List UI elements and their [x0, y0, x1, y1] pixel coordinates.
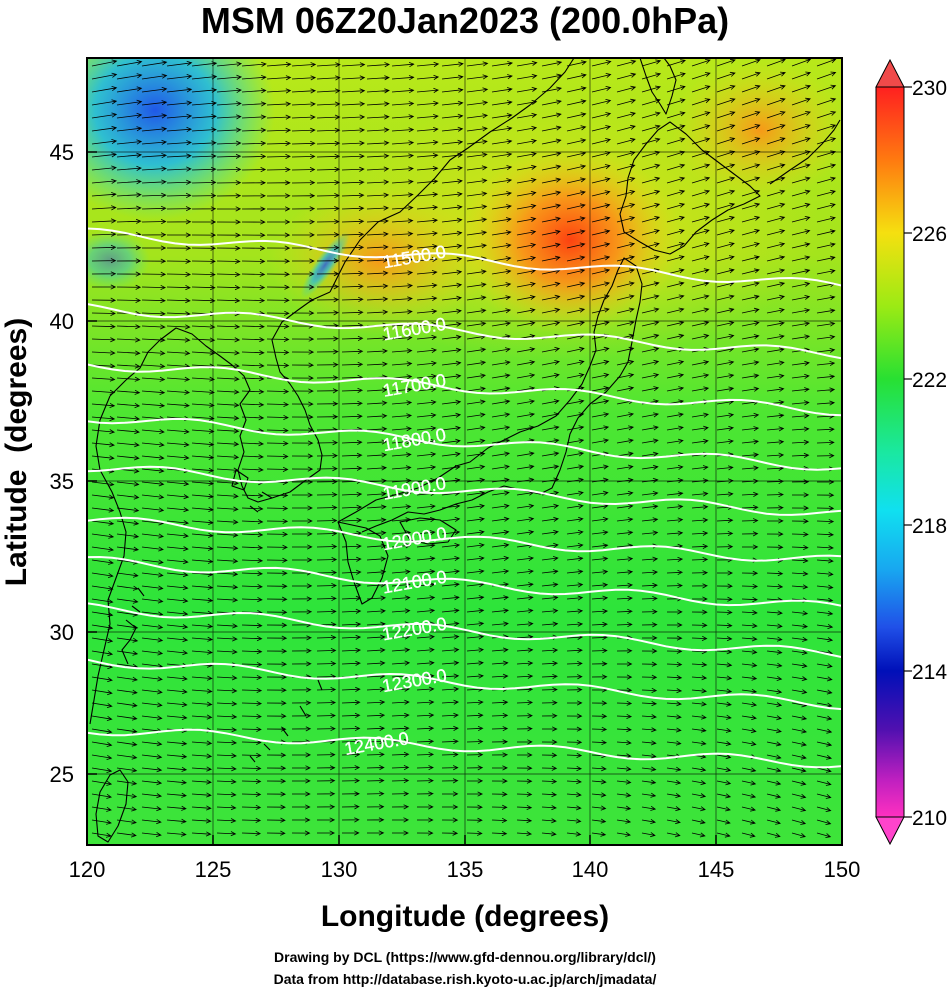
axis-ticks — [86, 151, 843, 845]
coastline-kurils — [769, 119, 841, 185]
contour-line — [87, 363, 842, 417]
coastline-ryukyu — [249, 679, 323, 763]
y-tick-label: 35 — [50, 469, 74, 494]
coastline-honshu — [337, 257, 643, 533]
colorbar: 230 226 222 218 214 210 — [875, 58, 947, 846]
x-tick-label: 130 — [321, 857, 358, 882]
x-tick-labels: 120 125 130 135 140 145 150 — [69, 857, 861, 882]
contour-line — [87, 728, 842, 769]
warm-core-northeast — [670, 60, 842, 200]
coastlines — [89, 58, 841, 843]
warm-core-east — [460, 145, 680, 335]
credit-data: Data from http://database.rish.kyoto-u.a… — [274, 971, 657, 987]
y-tick-label: 25 — [50, 762, 74, 787]
contour-line — [87, 555, 842, 607]
x-tick-label: 150 — [824, 857, 861, 882]
colorbar-tick-label: 230 — [912, 77, 947, 100]
colorbar-ramp — [875, 86, 905, 818]
coastline-hokkaido — [619, 121, 761, 255]
contour-line — [87, 658, 842, 711]
colorbar-tick-label: 222 — [912, 369, 947, 392]
colorbar-tick-label: 218 — [912, 515, 947, 538]
y-axis-label: Latitude (degrees) — [0, 318, 33, 586]
grid-lines — [87, 58, 842, 845]
map-title: MSM 06Z20Jan2023 (200.0hPa) — [201, 0, 729, 41]
cold-patch-west — [87, 230, 150, 290]
coastline-korea-west — [109, 327, 251, 487]
contour-line — [87, 227, 842, 287]
coastline-china — [89, 395, 127, 725]
colorbar-tick-label: 210 — [912, 807, 947, 830]
colorbar-tick-label: 226 — [912, 223, 947, 246]
coastline-russia-korea — [329, 58, 575, 293]
x-axis-label: Longitude (degrees) — [321, 900, 609, 933]
colorbar-tick-label: 214 — [912, 661, 947, 684]
x-tick-label: 135 — [447, 857, 484, 882]
coastline-china-islands — [121, 587, 145, 665]
contour-line — [87, 465, 842, 516]
coastline-sakhalin — [639, 58, 677, 115]
y-tick-label: 45 — [50, 140, 74, 165]
plot-area: 11500.011600.011700.011800.011900.012000… — [87, 58, 842, 845]
credit-drawing: Drawing by DCL (https://www.gfd-dennou.o… — [274, 949, 656, 965]
coastline-kyushu — [337, 521, 389, 605]
coastline-taiwan — [95, 769, 129, 843]
wind-arrows — [91, 58, 837, 838]
colorbar-bottom-arrow — [875, 816, 905, 846]
y-tick-label: 40 — [50, 309, 74, 334]
coastline-korea-east — [241, 291, 331, 503]
x-tick-label: 140 — [572, 857, 609, 882]
x-tick-label: 145 — [698, 857, 735, 882]
contour-line — [87, 303, 842, 360]
x-tick-label: 120 — [69, 857, 106, 882]
contour-line — [87, 602, 842, 659]
contour-line — [87, 516, 842, 562]
cold-pool — [87, 58, 275, 220]
colorbar-top-arrow — [875, 58, 905, 88]
x-tick-label: 125 — [195, 857, 232, 882]
contour-line — [87, 417, 842, 471]
y-tick-labels: 25 30 35 40 45 — [50, 140, 74, 787]
wind-vectors — [91, 58, 837, 838]
y-tick-label: 30 — [50, 620, 74, 645]
